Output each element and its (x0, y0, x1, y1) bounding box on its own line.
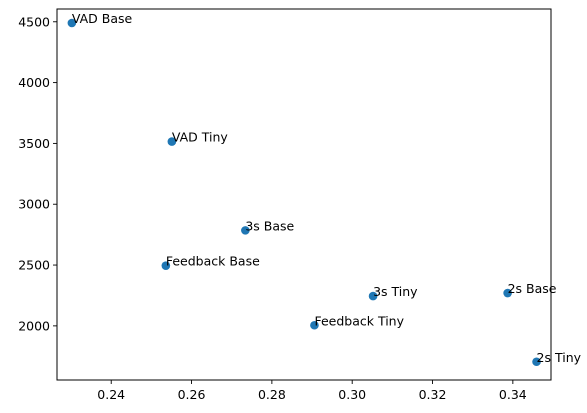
x-tick-label: 0.32 (419, 387, 447, 402)
data-point (167, 137, 177, 146)
x-tick-label: 0.30 (338, 387, 366, 402)
point-label: 2s Base (508, 281, 557, 296)
y-tick-label: 4000 (18, 75, 50, 90)
data-point (368, 291, 378, 301)
point-labels: VAD Base VAD Tiny 3s Base Feedback Base 3s T… (72, 11, 582, 365)
point-label: VAD Tiny (172, 130, 229, 145)
x-axis: 0.24 0.26 0.28 0.30 0.32 0.34 (97, 380, 527, 402)
x-tick-label: 0.26 (178, 387, 206, 402)
point-label: VAD Base (72, 11, 133, 26)
x-tick-label: 0.34 (499, 387, 527, 402)
y-tick-label: 3000 (18, 197, 50, 212)
x-tick-label: 0.28 (258, 387, 286, 402)
y-tick-label: 2000 (18, 318, 50, 333)
data-point (532, 357, 541, 367)
point-label: 3s Tiny (373, 284, 418, 299)
data-point (67, 18, 77, 28)
y-tick-label: 3500 (18, 136, 50, 151)
data-point (310, 320, 319, 330)
x-tick-label: 0.24 (97, 387, 125, 402)
data-point (503, 288, 512, 298)
data-point (161, 261, 171, 270)
plot-frame (56, 8, 552, 381)
point-label: 3s Base (245, 218, 294, 233)
y-tick-label: 4500 (18, 14, 50, 29)
y-tick-label: 2500 (18, 258, 50, 273)
point-label: Feedback Base (166, 254, 260, 269)
y-axis: 2000 2500 3000 3500 4000 4500 (18, 14, 57, 333)
point-label: Feedback Tiny (314, 313, 404, 328)
data-points (67, 18, 541, 367)
point-label: 2s Tiny (537, 350, 582, 365)
data-point (241, 226, 250, 235)
